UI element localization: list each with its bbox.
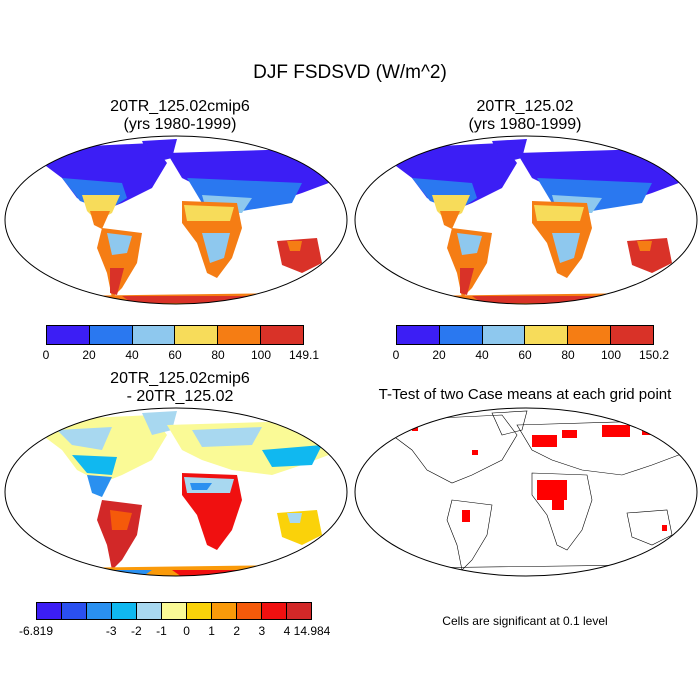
colorbar-tick-label: -3 xyxy=(105,624,117,638)
colorbar-tick-label: 4 xyxy=(283,624,291,638)
colorbar-tick-label: 150.2 xyxy=(638,348,670,362)
panel-3-title-line1: 20TR_125.02cmip6 xyxy=(110,370,250,387)
map-panel-4 xyxy=(354,407,698,577)
colorbar-swatch xyxy=(132,326,176,344)
colorbar-3 xyxy=(36,602,312,620)
colorbar-tick-label: 40 xyxy=(475,348,489,362)
colorbar-swatch xyxy=(568,326,612,344)
colorbar-swatch xyxy=(212,603,237,619)
colorbar-tick-label: -1 xyxy=(156,624,167,638)
colorbar-tick-label: 1 xyxy=(208,624,215,638)
colorbar-swatch xyxy=(439,326,483,344)
panel-2-title: 20TR_125.02 (yrs 1980-1999) xyxy=(355,98,695,134)
colorbar-swatch xyxy=(397,326,440,344)
figure-title: DJF FSDSVD (W/m^2) xyxy=(253,62,447,83)
colorbar-swatch xyxy=(262,603,287,619)
colorbar-tick-label: 80 xyxy=(211,348,225,362)
colorbar-swatch xyxy=(37,603,62,619)
panel-1-title-line1: 20TR_125.02cmip6 xyxy=(110,98,250,115)
colorbar-3-labels: -6.819 -3 -2 -1 0 1 2 3 4 14.984 xyxy=(19,624,330,638)
colorbar-tick-label: 20 xyxy=(432,348,446,362)
colorbar-swatch xyxy=(187,603,212,619)
colorbar-swatch xyxy=(89,326,133,344)
panel-3-title: 20TR_125.02cmip6 - 20TR_125.02 xyxy=(10,370,350,406)
colorbar-2 xyxy=(396,325,654,345)
colorbar-tick-label: 100 xyxy=(250,348,272,362)
colorbar-swatch xyxy=(62,603,87,619)
colorbar-tick-label: 3 xyxy=(258,624,266,638)
colorbar-tick-label: -2 xyxy=(131,624,142,638)
colorbar-1 xyxy=(46,325,304,345)
panel-1-title-line2: (yrs 1980-1999) xyxy=(123,116,237,133)
colorbar-tick-label: 14.984 xyxy=(293,624,331,638)
colorbar-tick-label: 60 xyxy=(168,348,182,362)
colorbar-swatch xyxy=(218,326,262,344)
colorbar-tick-label: 0 xyxy=(392,348,400,362)
map-panel-2 xyxy=(354,135,698,305)
panel-2-title-line1: 20TR_125.02 xyxy=(476,98,574,115)
colorbar-swatch xyxy=(237,603,262,619)
colorbar-swatch xyxy=(287,603,311,619)
colorbar-1-labels: 0 20 40 60 80 100 149.1 xyxy=(42,348,319,362)
colorbar-swatch xyxy=(261,326,303,344)
colorbar-tick-label: 149.1 xyxy=(288,348,320,362)
colorbar-swatch xyxy=(482,326,526,344)
colorbar-tick-label: 40 xyxy=(125,348,139,362)
panel-1-title: 20TR_125.02cmip6 (yrs 1980-1999) xyxy=(10,98,350,134)
colorbar-swatch xyxy=(112,603,137,619)
map-panel-1 xyxy=(4,135,348,305)
map-panel-3 xyxy=(4,407,348,577)
colorbar-tick-label: -6.819 xyxy=(18,624,54,638)
colorbar-swatch xyxy=(87,603,112,619)
colorbar-tick-label: 60 xyxy=(518,348,532,362)
colorbar-swatch xyxy=(525,326,569,344)
colorbar-swatch xyxy=(137,603,162,619)
colorbar-swatch xyxy=(611,326,653,344)
panel-4-title-line1: T-Test of two Case means at each grid po… xyxy=(378,386,672,403)
colorbar-tick-label: 80 xyxy=(561,348,575,362)
significance-note: Cells are significant at 0.1 level xyxy=(442,614,608,628)
colorbar-swatch xyxy=(175,326,219,344)
colorbar-tick-label: 0 xyxy=(42,348,50,362)
panel-4-title: T-Test of two Case means at each grid po… xyxy=(355,386,695,404)
colorbar-tick-label: 20 xyxy=(82,348,96,362)
colorbar-swatch xyxy=(162,603,187,619)
colorbar-tick-label: 2 xyxy=(233,624,241,638)
colorbar-swatch xyxy=(47,326,90,344)
colorbar-tick-label: 100 xyxy=(600,348,622,362)
panel-2-title-line2: (yrs 1980-1999) xyxy=(468,116,582,133)
colorbar-tick-label: 0 xyxy=(183,624,190,638)
panel-3-title-line2: - 20TR_125.02 xyxy=(126,388,234,405)
colorbar-2-labels: 0 20 40 60 80 100 150.2 xyxy=(392,348,669,362)
